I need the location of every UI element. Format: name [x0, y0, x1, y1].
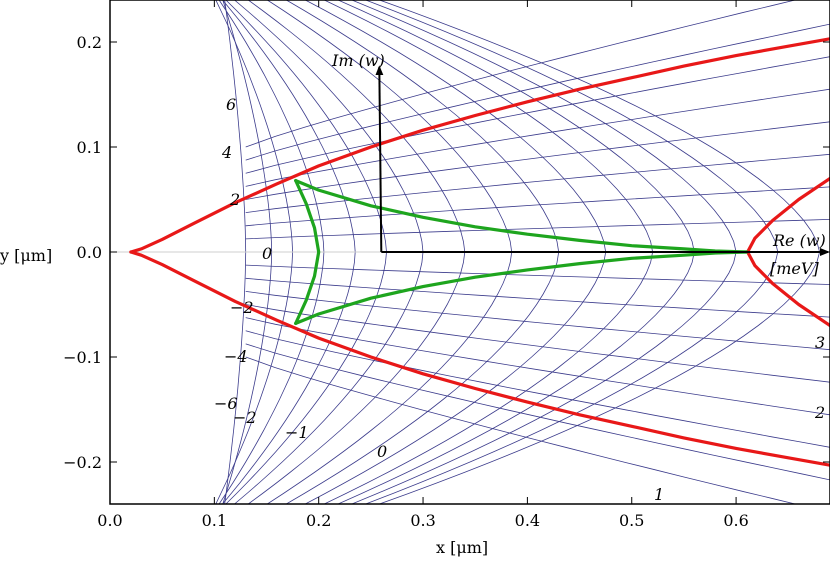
x-tick-label: 0.6: [723, 511, 748, 530]
re-grid-label: −1: [285, 423, 309, 442]
y-tick-label: 0.0: [77, 243, 102, 262]
im-grid-label: −2: [230, 298, 254, 317]
grid-line-im: [245, 304, 830, 383]
im-grid-label: 2: [229, 190, 240, 209]
series-line: [129, 250, 830, 467]
grid-line-im: [245, 277, 830, 318]
re-grid-label: 1: [654, 485, 664, 504]
grid-line-im: [245, 317, 830, 416]
grid-line-im: [245, 121, 830, 200]
tick-layer: 0.0 0.1 0.2 0.3 0.4 0.5 0.6 0.2 0.1 0.0 −0.1 −0.2: [63, 0, 830, 530]
re-grid-label: −2: [233, 408, 257, 427]
x-tick-label: 0.0: [97, 511, 122, 530]
y-tick-label: −0.1: [63, 348, 102, 367]
im-grid-label: −4: [224, 347, 248, 366]
x-tick-label: 0.3: [410, 511, 435, 530]
grid-line-im: [245, 88, 830, 187]
re-grid-label: 2: [814, 403, 825, 422]
im-axis-label: Im (w): [331, 51, 385, 70]
im-grid-label: −6: [214, 394, 238, 413]
y-axis-title: y [μm]: [0, 246, 52, 265]
re-grid-label: 0: [377, 442, 387, 461]
x-tick-label: 0.1: [202, 511, 227, 530]
re-axis-label: Re (w): [772, 231, 826, 250]
im-grid-label: 4: [221, 143, 232, 162]
grid-line-im: [245, 186, 830, 227]
series-line: [294, 179, 749, 254]
series-line: [294, 250, 749, 325]
grid-line-im: [245, 330, 830, 448]
grid-line-im: [245, 291, 830, 351]
grid-line-im: [245, 343, 830, 481]
y-tick-label: −0.2: [63, 453, 102, 472]
grid-line-im: [245, 264, 830, 285]
im-grid-label: 0: [262, 244, 272, 263]
y-tick-label: 0.1: [77, 138, 102, 157]
series-line: [129, 37, 830, 254]
grid-line-im: [245, 153, 830, 213]
unit-label: [meV]: [770, 259, 819, 278]
x-tick-label: 0.4: [515, 511, 540, 530]
arrow-layer: [375, 65, 830, 256]
y-tick-label: 0.2: [77, 33, 102, 52]
axis-arrow: [375, 65, 384, 253]
im-grid-label: 6: [226, 95, 236, 114]
series-line: [294, 179, 321, 325]
grid-line-im: [245, 23, 830, 161]
re-grid-label: 3: [815, 333, 825, 352]
grid-line-im: [245, 219, 830, 240]
x-axis-title: x [μm]: [436, 538, 488, 557]
grid-line-im: [245, 0, 797, 148]
grid-line-im: [245, 356, 797, 504]
x-tick-label: 0.2: [306, 511, 331, 530]
x-tick-label: 0.5: [619, 511, 644, 530]
grid-line-im: [245, 56, 830, 174]
